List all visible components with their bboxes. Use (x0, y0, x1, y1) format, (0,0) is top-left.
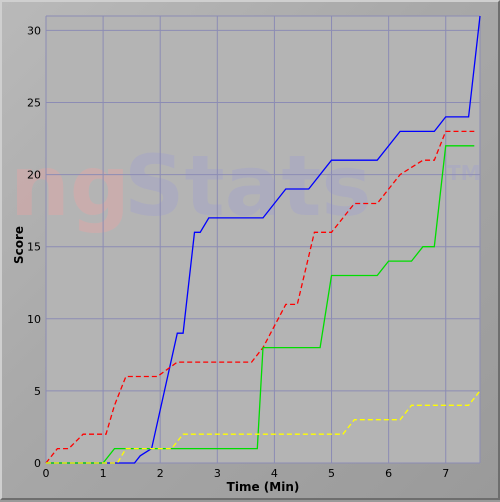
watermark-tm: TM (447, 161, 481, 185)
y-axis-title: Score (12, 226, 26, 264)
x-tick-label: 3 (214, 467, 221, 480)
x-tick-label: 6 (385, 467, 392, 480)
watermark-stats: Stats (124, 137, 372, 235)
y-tick-label: 5 (34, 385, 41, 398)
x-tick-label: 5 (328, 467, 335, 480)
x-tick-label: 2 (157, 467, 164, 480)
ngstats-watermark: ng Stats TM (10, 137, 481, 235)
x-tick-label: 4 (271, 467, 278, 480)
watermark-ng: ng (10, 137, 130, 235)
x-tick-label: 0 (43, 467, 50, 480)
y-tick-labels: 0 5 10 15 20 25 30 (27, 24, 41, 470)
x-tick-labels: 0 1 2 3 4 5 6 7 (43, 467, 450, 480)
y-tick-label: 30 (27, 24, 41, 37)
y-tick-label: 10 (27, 313, 41, 326)
y-tick-label: 15 (27, 241, 41, 254)
y-tick-label: 20 (27, 169, 41, 182)
series-line-4 (46, 390, 481, 464)
series-line-1 (46, 15, 481, 464)
series-line-2 (45, 130, 475, 464)
y-tick-label: 0 (34, 457, 41, 470)
x-tick-label: 7 (442, 467, 449, 480)
x-tick-label: 1 (100, 467, 107, 480)
series-lines (45, 15, 481, 464)
plot-area (46, 16, 480, 463)
x-axis-title: Time (Min) (227, 480, 300, 494)
grid-lines (45, 15, 481, 464)
y-tick-label: 25 (27, 97, 41, 110)
